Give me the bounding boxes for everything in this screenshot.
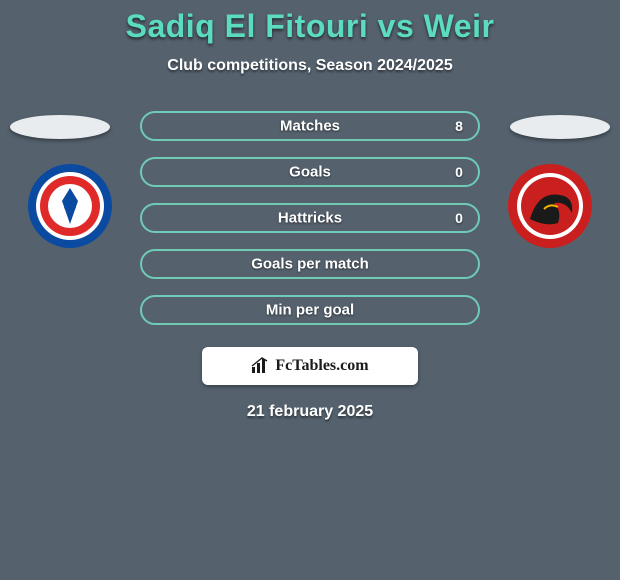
chesterfield-crest-icon <box>20 161 120 251</box>
stat-label: Goals per match <box>251 256 369 273</box>
fctables-badge: FcTables.com <box>202 347 418 385</box>
page-title: Sadiq El Fitouri vs Weir <box>126 8 495 45</box>
stat-bar: Hattricks 0 <box>140 203 480 233</box>
bar-chart-icon <box>251 357 271 375</box>
stat-label: Goals <box>289 164 331 181</box>
stat-bars: Matches 8 Goals 0 Hattricks 0 Goals per match M… <box>140 111 480 325</box>
stat-label: Hattricks <box>278 210 342 227</box>
club-logo-right <box>500 161 600 251</box>
stats-area: Matches 8 Goals 0 Hattricks 0 Goals per match M… <box>0 111 620 325</box>
stat-right-value: 0 <box>454 210 464 226</box>
stat-bar: Goals 0 <box>140 157 480 187</box>
stat-right-value: 8 <box>454 118 464 134</box>
stat-bar: Matches 8 <box>140 111 480 141</box>
walsall-crest-icon <box>500 161 600 251</box>
stat-right-value: 0 <box>454 164 464 180</box>
stat-bar: Goals per match <box>140 249 480 279</box>
subtitle: Club competitions, Season 2024/2025 <box>167 57 452 75</box>
stat-label: Min per goal <box>266 302 354 319</box>
date-label: 21 february 2025 <box>247 403 373 421</box>
stat-label: Matches <box>280 118 340 135</box>
player-left-ellipse <box>10 115 110 139</box>
player-right-ellipse <box>510 115 610 139</box>
stat-bar: Min per goal <box>140 295 480 325</box>
fctables-label: FcTables.com <box>275 357 368 375</box>
club-logo-left <box>20 161 120 251</box>
